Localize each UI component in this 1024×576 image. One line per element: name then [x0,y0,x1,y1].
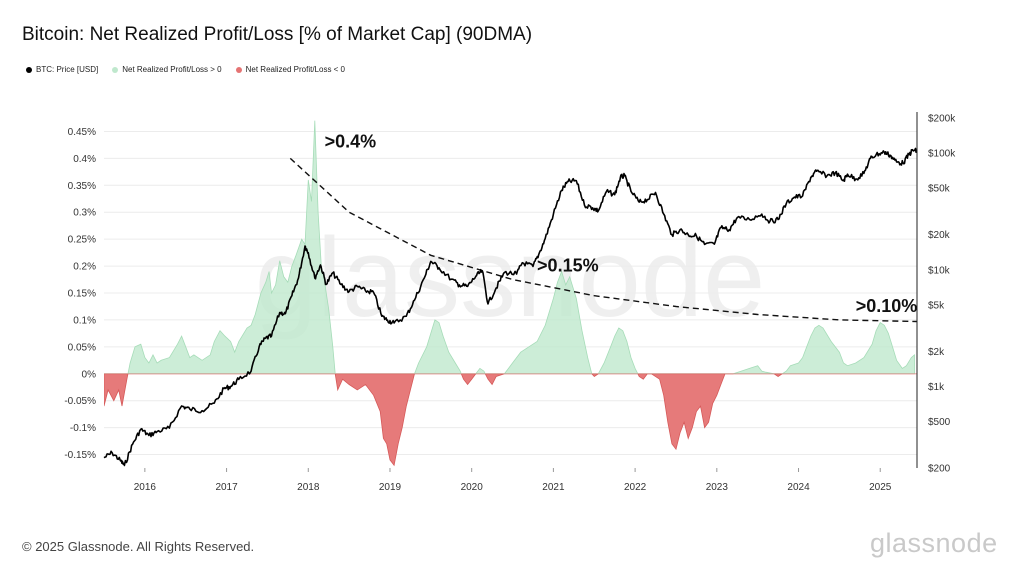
annotation-label: >0.10% [856,296,918,316]
x-tick-label: 2016 [134,482,157,493]
annotation-label: >0.15% [537,255,599,275]
chart-watermark: glassnode [255,215,766,340]
x-tick-label: 2025 [869,482,892,493]
trend-curve [289,157,918,323]
left-tick-label: -0.05% [64,396,96,407]
x-tick-label: 2020 [461,482,484,493]
left-tick-label: -0.1% [70,423,96,434]
right-tick-label: $100k [928,149,956,160]
left-tick-label: 0.1% [73,315,96,326]
left-tick-label: 0.35% [68,181,96,192]
legend-swatch-nrpl-negative [235,66,242,73]
x-tick-label: 2019 [379,482,402,493]
left-tick-label: 0.45% [68,127,96,138]
annotation-label: >0.4% [325,132,377,152]
chart-legend: BTC: Price [USD] Net Realized Profit/Los… [26,65,345,74]
glassnode-wordmark: glassnode [870,528,998,558]
legend-label-btc-price: BTC: Price [USD] [36,65,99,74]
right-tick-label: $20k [928,230,951,241]
left-tick-label: 0.05% [68,342,96,353]
legend-item-nrpl-negative[interactable]: Net Realized Profit/Loss < 0 [235,65,346,74]
chart-title: Bitcoin: Net Realized Profit/Loss [% of … [22,24,533,45]
legend-swatch-btc-price [26,66,32,73]
right-tick-label: $500 [928,417,951,428]
x-tick-label: 2024 [787,482,810,493]
x-tick-label: 2021 [542,482,565,493]
legend-item-nrpl-positive[interactable]: Net Realized Profit/Loss > 0 [112,65,222,74]
x-tick-label: 2018 [297,482,320,493]
nrpl-positive-area [104,120,915,374]
x-tick-label: 2017 [215,482,238,493]
right-tick-label: $200 [928,464,951,475]
copyright-footer: © 2025 Glassnode. All Rights Reserved. [22,539,255,554]
right-tick-label: $50k [928,184,951,195]
legend-label-nrpl-positive: Net Realized Profit/Loss > 0 [122,65,222,74]
legend-label-nrpl-negative: Net Realized Profit/Loss < 0 [245,65,346,74]
x-tick-label: 2023 [706,482,729,493]
left-tick-label: 0.4% [73,154,96,165]
legend-swatch-nrpl-positive [112,66,119,73]
right-tick-label: $1k [928,382,945,393]
left-tick-label: 0.2% [73,262,96,273]
right-tick-label: $5k [928,300,945,311]
right-tick-label: $200k [928,114,956,125]
left-tick-label: 0.15% [68,289,96,300]
legend-item-btc-price[interactable]: BTC: Price [USD] [26,65,98,74]
left-tick-label: 0% [82,369,97,380]
x-tick-label: 2022 [624,482,647,493]
right-tick-label: $10k [928,265,951,276]
left-tick-label: 0.25% [68,235,96,246]
nrpl-negative-area [104,373,915,467]
btc-price-line [103,147,918,467]
left-tick-label: -0.15% [64,450,96,461]
right-tick-label: $2k [928,347,945,358]
left-tick-label: 0.3% [73,208,96,219]
